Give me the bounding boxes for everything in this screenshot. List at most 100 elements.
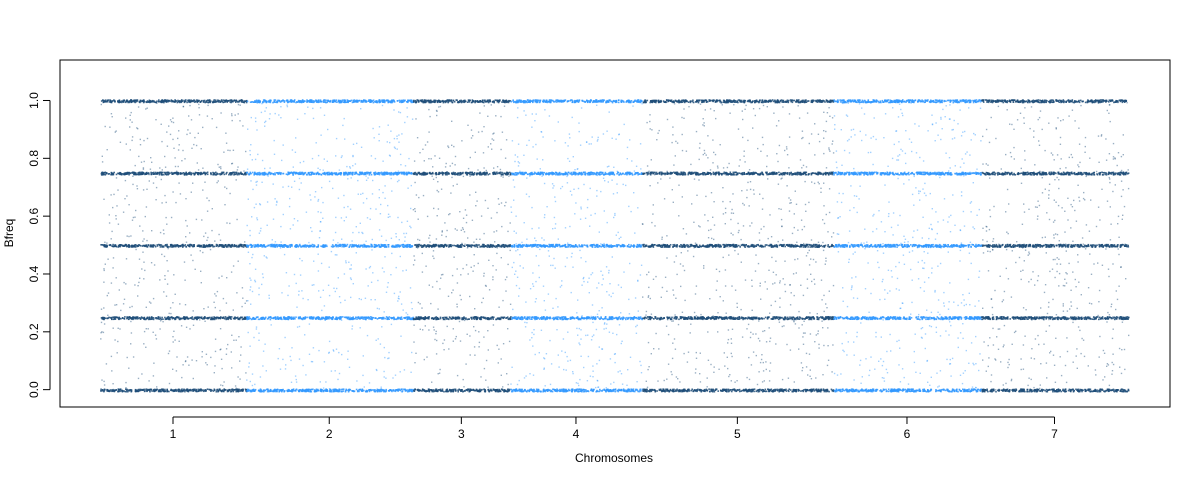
data-point [202,251,204,254]
data-point [280,245,283,247]
data-point [179,172,181,174]
data-point [157,316,160,319]
data-point [336,389,339,392]
data-point [208,245,211,247]
data-point [213,301,215,303]
data-point [310,316,312,318]
data-point [259,230,262,232]
data-point [298,358,301,360]
data-point [303,244,305,247]
data-point [276,201,278,204]
data-point [281,390,283,393]
data-point [140,161,143,163]
data-point [468,390,471,393]
data-point [159,244,161,246]
data-point [410,226,412,229]
data-point [286,317,288,319]
data-point [255,203,257,205]
data-point [250,279,252,281]
data-point [407,172,409,175]
data-point [222,99,225,101]
data-point [227,99,230,102]
data-point [288,285,290,287]
data-point [342,243,345,246]
data-point [133,172,135,174]
data-point [197,132,199,134]
data-point [352,317,355,320]
data-point [269,173,272,176]
data-point [496,388,499,391]
data-point [227,343,229,346]
data-point [253,336,255,339]
data-point [361,171,363,174]
data-point [100,103,102,106]
data-point [198,317,200,319]
data-point [135,99,137,101]
data-point [365,240,367,242]
data-point [480,245,482,248]
data-point [145,244,148,246]
data-point [170,171,173,174]
data-point [404,244,407,247]
data-point [262,101,264,103]
data-point [184,244,187,246]
data-point [242,246,245,248]
data-point [445,389,448,391]
data-point [269,244,271,246]
data-point [201,356,203,358]
data-point [309,389,311,391]
data-point [145,206,148,208]
data-point [396,172,399,174]
data-point [322,217,324,219]
data-point [368,100,370,102]
data-point [155,101,158,104]
data-point [108,101,111,103]
data-point [377,389,380,392]
data-point [176,390,178,392]
data-point [221,275,223,277]
data-point [253,244,255,246]
data-point [336,101,338,103]
data-point [394,245,397,248]
data-point [181,390,183,392]
data-point [318,290,320,292]
data-point [292,318,295,320]
data-point [374,157,377,160]
data-point [261,316,264,319]
data-point [240,245,243,248]
data-point [298,100,301,102]
data-point [399,255,401,258]
data-point [325,244,328,246]
data-point [255,181,257,183]
data-point [143,278,145,280]
data-point [143,261,145,263]
data-point [206,239,208,241]
data-point [369,265,372,268]
data-point [499,317,502,320]
data-point [207,236,209,239]
data-point [506,316,509,318]
data-point [266,318,269,320]
data-point [359,246,361,248]
data-point [382,244,385,247]
data-point [389,155,391,157]
data-point [214,350,217,353]
data-point [242,244,245,247]
data-point [250,180,252,182]
data-point [174,165,177,168]
data-point [181,172,183,175]
data-point [457,389,459,391]
data-point [173,245,175,248]
data-point [217,390,220,392]
data-point [361,173,363,175]
data-point [167,247,169,250]
data-point [167,173,169,176]
data-point [404,240,406,242]
data-point [113,245,115,248]
data-point [284,317,287,319]
data-point [185,245,187,248]
data-point [351,328,353,330]
data-point [110,194,112,196]
data-point [291,99,293,102]
data-point [131,317,134,319]
